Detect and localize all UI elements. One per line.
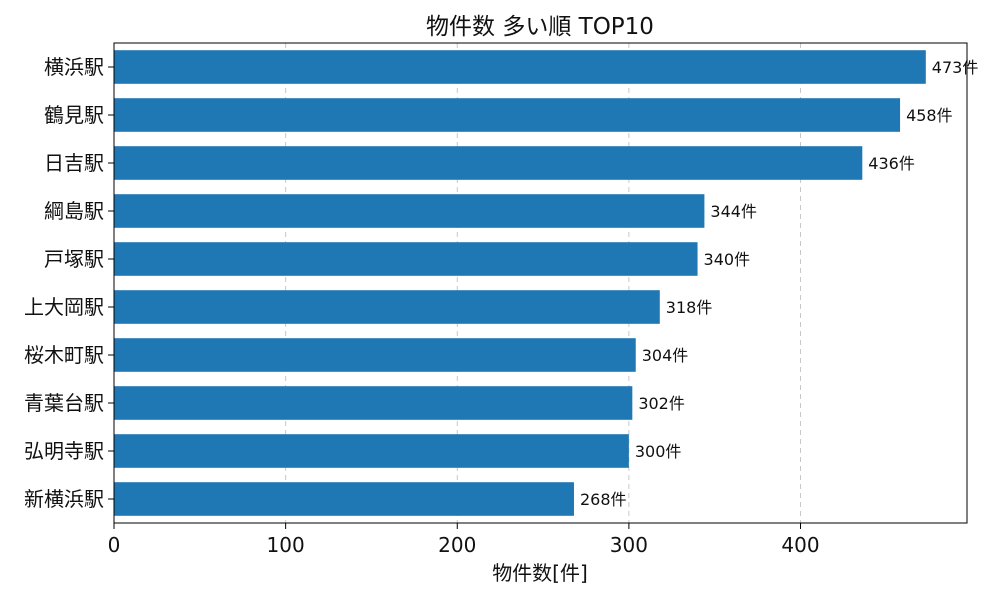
bars xyxy=(114,50,926,516)
bar xyxy=(114,242,698,276)
bar xyxy=(114,482,574,516)
bar-value-label: 458件 xyxy=(906,106,953,125)
y-category-label: 青葉台駅 xyxy=(24,391,104,415)
bar-value-label: 302件 xyxy=(638,394,685,413)
bar-value-label: 344件 xyxy=(710,202,757,221)
bar xyxy=(114,146,863,180)
bar-value-label: 318件 xyxy=(666,298,713,317)
chart-title: 物件数 多い順 TOP10 xyxy=(426,14,654,40)
y-category-label: 鶴見駅 xyxy=(44,103,104,127)
y-category-label: 綱島駅 xyxy=(44,199,104,223)
bar-value-label: 268件 xyxy=(580,490,627,509)
y-category-label: 日吉駅 xyxy=(44,151,104,175)
bar xyxy=(114,290,660,324)
bar xyxy=(114,338,636,372)
y-category-label: 上大岡駅 xyxy=(24,295,104,319)
bar-value-label: 473件 xyxy=(932,58,979,77)
bar xyxy=(114,50,926,84)
bar xyxy=(114,194,705,228)
bar xyxy=(114,98,901,132)
x-axis-ticks: 0 100 200 300 400 xyxy=(108,523,820,557)
x-tick-label: 300 xyxy=(610,533,648,557)
y-category-label: 戸塚駅 xyxy=(44,247,104,271)
bar-value-label: 300件 xyxy=(635,442,682,461)
bar xyxy=(114,386,633,420)
y-category-label: 新横浜駅 xyxy=(24,487,104,511)
y-category-label: 弘明寺駅 xyxy=(24,439,104,463)
data-labels: 473件 458件 436件 344件 340件 318件 304件 302件 300件 268件 xyxy=(580,58,978,509)
x-tick-label: 200 xyxy=(438,533,476,557)
bar xyxy=(114,434,629,468)
bar-value-label: 340件 xyxy=(704,250,751,269)
bar-value-label: 436件 xyxy=(868,154,915,173)
x-axis-label: 物件数[件] xyxy=(492,561,588,585)
x-tick-label: 100 xyxy=(267,533,305,557)
plot-frame xyxy=(113,42,968,524)
x-tick-label: 0 xyxy=(108,533,121,557)
y-category-label: 桜木町駅 xyxy=(24,343,104,367)
y-category-label: 横浜駅 xyxy=(44,55,104,79)
bar-value-label: 304件 xyxy=(642,346,689,365)
x-tick-label: 400 xyxy=(781,533,819,557)
